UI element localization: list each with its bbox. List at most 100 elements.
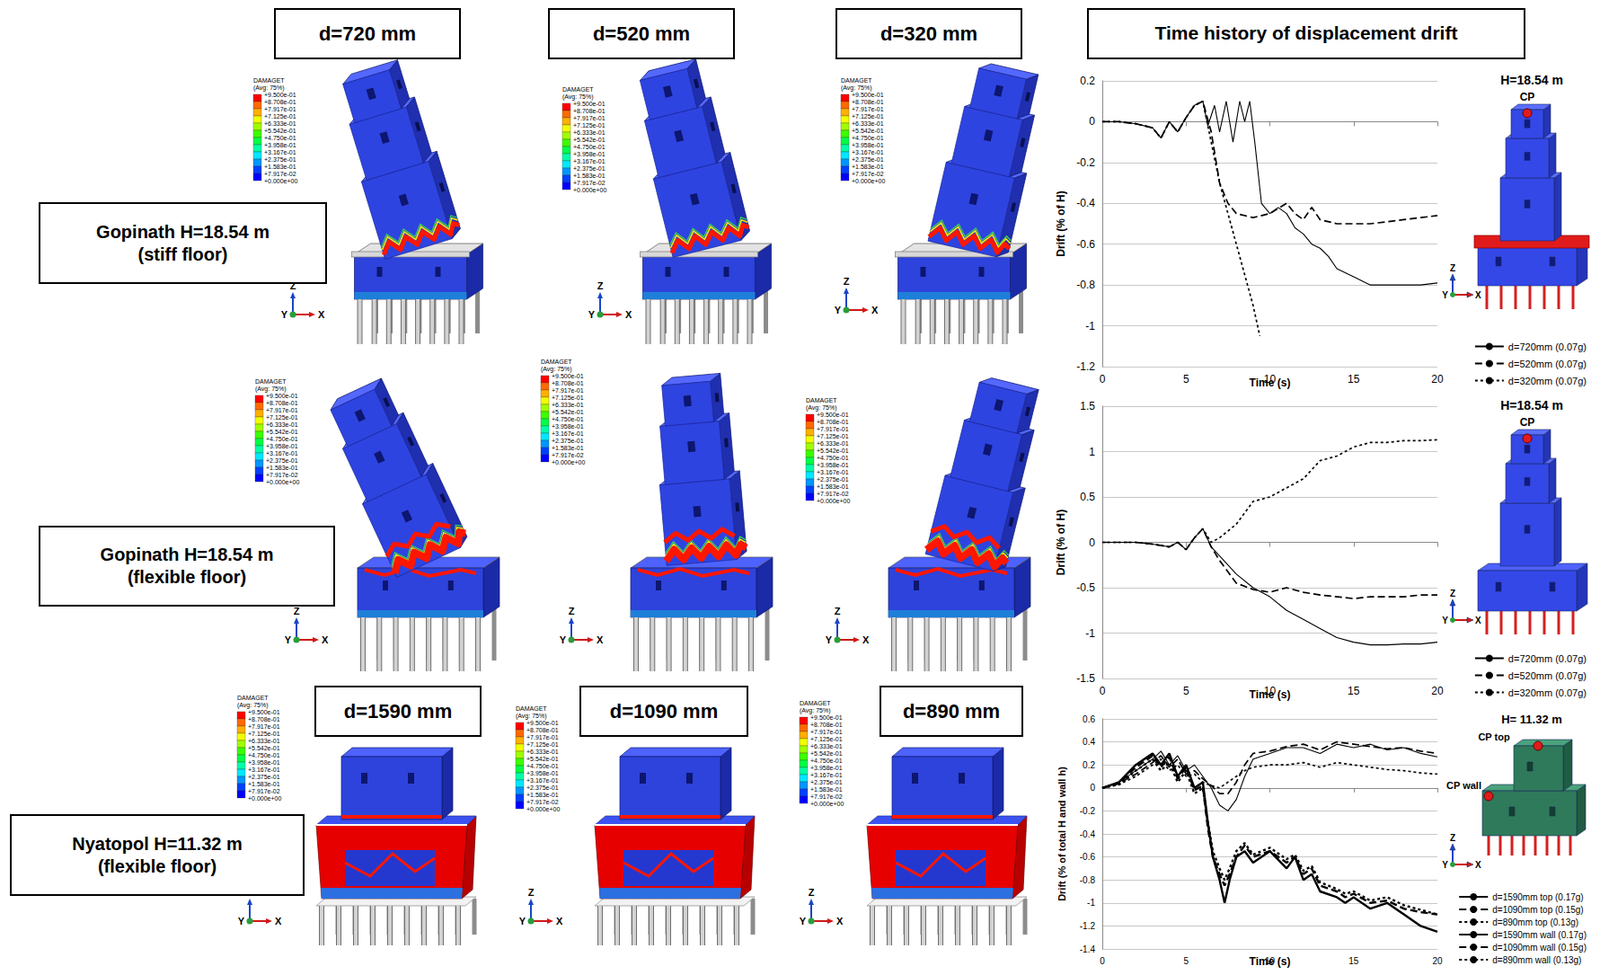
svg-text:+2.375e-01: +2.375e-01 — [264, 156, 297, 163]
svg-text:+7.917e-02: +7.917e-02 — [816, 490, 849, 497]
svg-text:-1.5: -1.5 — [1076, 671, 1096, 685]
svg-text:Y: Y — [559, 634, 567, 646]
svg-text:+6.333e-01: +6.333e-01 — [810, 742, 843, 750]
svg-text:X: X — [625, 309, 633, 320]
svg-text:+3.958e-01: +3.958e-01 — [810, 764, 843, 771]
svg-text:Drift (% of H): Drift (% of H) — [1054, 190, 1068, 257]
svg-text:+7.917e-02: +7.917e-02 — [265, 471, 299, 478]
svg-text:Y: Y — [284, 634, 292, 646]
svg-text:+4.750e-01: +4.750e-01 — [265, 435, 299, 442]
svg-text:-1: -1 — [1085, 627, 1096, 640]
svg-text:+3.958e-01: +3.958e-01 — [573, 150, 606, 158]
svg-text:d=320mm (0.07g): d=320mm (0.07g) — [1508, 375, 1587, 387]
svg-text:+3.958e-01: +3.958e-01 — [816, 461, 849, 469]
svg-text:+4.750e-01: +4.750e-01 — [810, 757, 843, 764]
svg-text:+4.750e-01: +4.750e-01 — [264, 134, 297, 142]
svg-text:+2.375e-01: +2.375e-01 — [816, 476, 849, 483]
svg-text:+7.917e-01: +7.917e-01 — [551, 387, 584, 394]
svg-text:Drift (% of H): Drift (% of H) — [1054, 509, 1068, 575]
svg-text:+8.708e-01: +8.708e-01 — [851, 98, 884, 106]
svg-text:+8.708e-01: +8.708e-01 — [573, 107, 606, 115]
svg-text:+8.708e-01: +8.708e-01 — [265, 399, 299, 407]
svg-text:-0.8: -0.8 — [1076, 278, 1096, 292]
svg-text:0.2: 0.2 — [1082, 760, 1096, 770]
svg-text:Drift (% of total H and wall h: Drift (% of total H and wall h) — [1056, 766, 1068, 902]
svg-text:+9.500e-01: +9.500e-01 — [526, 719, 559, 726]
svg-text:d=520mm (0.07g): d=520mm (0.07g) — [1508, 670, 1587, 681]
svg-text:0.5: 0.5 — [1079, 490, 1096, 504]
svg-text:5: 5 — [1183, 684, 1190, 698]
svg-text:15: 15 — [1348, 955, 1360, 966]
svg-text:-1.4: -1.4 — [1079, 944, 1097, 955]
svg-text:+1.583e-01: +1.583e-01 — [526, 791, 559, 798]
svg-text:+1.583e-01: +1.583e-01 — [851, 163, 884, 170]
svg-text:X: X — [596, 634, 604, 646]
svg-text:+7.125e-01: +7.125e-01 — [810, 735, 843, 743]
svg-text:DAMAGET: DAMAGET — [805, 397, 838, 404]
svg-text:+0.000e+00: +0.000e+00 — [265, 478, 300, 486]
svg-text:+7.125e-01: +7.125e-01 — [816, 433, 849, 440]
svg-text:+5.542e-01: +5.542e-01 — [247, 744, 281, 752]
svg-text:+3.958e-01: +3.958e-01 — [264, 141, 297, 149]
svg-text:Z: Z — [834, 605, 841, 617]
svg-text:+3.167e-01: +3.167e-01 — [851, 149, 884, 156]
svg-text:0: 0 — [1099, 684, 1106, 698]
svg-text:+0.000e+00: +0.000e+00 — [810, 800, 844, 807]
svg-text:+1.583e-01: +1.583e-01 — [810, 786, 843, 793]
svg-text:+7.917e-01: +7.917e-01 — [526, 733, 559, 741]
svg-text:15: 15 — [1347, 684, 1361, 698]
svg-text:+1.583e-01: +1.583e-01 — [816, 483, 849, 490]
svg-text:+4.750e-01: +4.750e-01 — [816, 454, 849, 461]
svg-text:X: X — [1475, 290, 1482, 301]
svg-text:Z: Z — [1449, 263, 1456, 274]
svg-text:20: 20 — [1431, 372, 1444, 386]
svg-text:H= 11.32 m: H= 11.32 m — [1501, 712, 1563, 726]
svg-text:+6.333e-01: +6.333e-01 — [573, 129, 606, 136]
svg-text:Y: Y — [1441, 290, 1449, 301]
svg-text:+0.000e+00: +0.000e+00 — [247, 795, 282, 802]
svg-text:+6.333e-01: +6.333e-01 — [551, 401, 584, 408]
svg-text:Y: Y — [519, 915, 527, 927]
svg-text:+5.542e-01: +5.542e-01 — [264, 127, 297, 134]
svg-text:Time (s): Time (s) — [1249, 954, 1291, 968]
svg-text:CP wall: CP wall — [1446, 779, 1482, 791]
svg-text:+5.542e-01: +5.542e-01 — [851, 127, 884, 134]
svg-text:X: X — [321, 634, 329, 646]
svg-text:Y: Y — [1441, 859, 1449, 870]
svg-text:-0.6: -0.6 — [1076, 238, 1096, 251]
svg-text:-0.6: -0.6 — [1079, 851, 1097, 862]
svg-text:+7.917e-02: +7.917e-02 — [851, 170, 884, 177]
svg-text:-0.8: -0.8 — [1079, 875, 1097, 885]
svg-text:+3.167e-01: +3.167e-01 — [265, 450, 299, 457]
svg-text:+0.000e+00: +0.000e+00 — [573, 186, 607, 194]
svg-text:DAMAGET: DAMAGET — [253, 77, 285, 84]
svg-text:+6.333e-01: +6.333e-01 — [526, 748, 559, 755]
svg-text:5: 5 — [1183, 955, 1189, 966]
svg-text:+7.917e-01: +7.917e-01 — [247, 723, 281, 730]
svg-text:+8.708e-01: +8.708e-01 — [526, 726, 559, 734]
svg-text:CP: CP — [1520, 415, 1536, 429]
svg-text:+0.000e+00: +0.000e+00 — [264, 177, 298, 185]
svg-text:+2.375e-01: +2.375e-01 — [247, 773, 281, 780]
svg-text:DAMAGET: DAMAGET — [840, 77, 873, 84]
svg-text:+9.500e-01: +9.500e-01 — [810, 714, 843, 721]
svg-text:DAMAGET: DAMAGET — [237, 694, 269, 701]
svg-text:Z: Z — [808, 886, 815, 898]
svg-text:-0.5: -0.5 — [1076, 581, 1096, 594]
svg-text:+7.917e-01: +7.917e-01 — [264, 106, 297, 113]
svg-text:+9.500e-01: +9.500e-01 — [851, 91, 884, 98]
svg-text:+8.708e-01: +8.708e-01 — [816, 418, 849, 425]
svg-text:d=1590mm wall (0.17g): d=1590mm wall (0.17g) — [1492, 929, 1587, 940]
svg-text:0.2: 0.2 — [1079, 74, 1096, 88]
svg-text:+3.167e-01: +3.167e-01 — [816, 468, 849, 476]
svg-text:+9.500e-01: +9.500e-01 — [265, 392, 299, 399]
svg-text:+5.542e-01: +5.542e-01 — [551, 408, 584, 416]
svg-text:H=18.54 m: H=18.54 m — [1500, 72, 1564, 88]
svg-text:+7.917e-01: +7.917e-01 — [810, 728, 843, 735]
svg-text:+7.917e-02: +7.917e-02 — [247, 787, 281, 795]
svg-text:20: 20 — [1431, 684, 1444, 698]
svg-text:+7.917e-02: +7.917e-02 — [264, 170, 297, 177]
svg-text:+4.750e-01: +4.750e-01 — [526, 762, 559, 770]
svg-text:+7.917e-02: +7.917e-02 — [551, 451, 584, 459]
svg-text:+5.542e-01: +5.542e-01 — [810, 750, 843, 757]
